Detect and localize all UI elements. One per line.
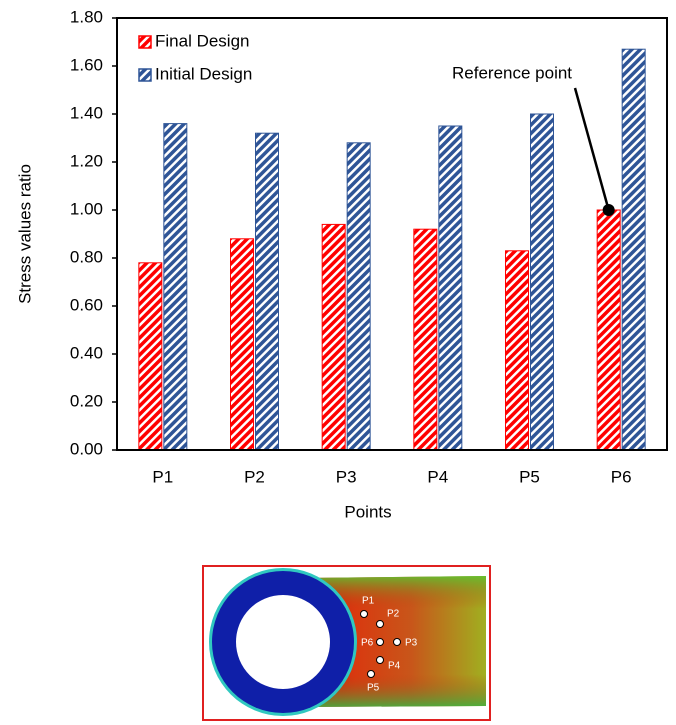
y-tick-label: 0.60: [70, 295, 103, 314]
inset-label: P2: [387, 609, 400, 620]
inset-point: [377, 621, 384, 628]
chart: Points Stress values ratio 0.00 0.20 0.40 0…: [0, 0, 676, 725]
y-tick-label: 1.60: [70, 55, 103, 74]
y-tick-label: 1.80: [70, 7, 103, 26]
bar: [139, 263, 162, 450]
y-tick-label: 0.40: [70, 343, 103, 362]
y-tick-label: 1.00: [70, 199, 103, 218]
x-tick-label: P5: [519, 467, 540, 486]
inset-label: P1: [362, 596, 375, 607]
legend-swatch: [139, 69, 151, 81]
x-tick-label: P2: [244, 467, 265, 486]
inset-label: P4: [388, 661, 401, 672]
y-tick-label: 0.20: [70, 391, 103, 410]
inset-figure: [203, 566, 490, 720]
bar: [347, 143, 370, 450]
bar: [322, 224, 345, 450]
x-tick-label: P1: [152, 467, 173, 486]
bar: [506, 251, 529, 450]
inset-point: [377, 657, 384, 664]
x-axis-label: Points: [344, 502, 391, 521]
y-axis-label: Stress values ratio: [15, 164, 34, 304]
x-tick-label: P6: [611, 467, 632, 486]
bar: [164, 124, 187, 450]
inset-label: P3: [405, 638, 418, 649]
inset-label: P6: [361, 638, 374, 649]
legend-label: Initial Design: [155, 64, 252, 83]
inset-label: P5: [367, 683, 380, 694]
legend-label: Final Design: [155, 31, 250, 50]
legend-swatch: [139, 36, 151, 48]
y-tick-label: 1.20: [70, 151, 103, 170]
inset-point: [394, 639, 401, 646]
x-tick-label: P3: [336, 467, 357, 486]
y-tick-label: 1.40: [70, 103, 103, 122]
bar: [597, 210, 620, 450]
bar: [439, 126, 462, 450]
inset-point: [361, 611, 368, 618]
y-tick-label: 0.00: [70, 439, 103, 458]
bar: [622, 49, 645, 450]
bar: [531, 114, 554, 450]
ring-hole: [236, 595, 330, 689]
bar: [256, 133, 279, 450]
x-tick-label: P4: [427, 467, 448, 486]
bar: [414, 229, 437, 450]
bar: [231, 239, 254, 450]
y-tick-label: 0.80: [70, 247, 103, 266]
inset-point: [368, 671, 375, 678]
annotation-arrow: [575, 88, 609, 210]
annotation: Reference point: [452, 63, 572, 82]
annotation-dot: [603, 204, 615, 216]
inset-point: [377, 639, 384, 646]
